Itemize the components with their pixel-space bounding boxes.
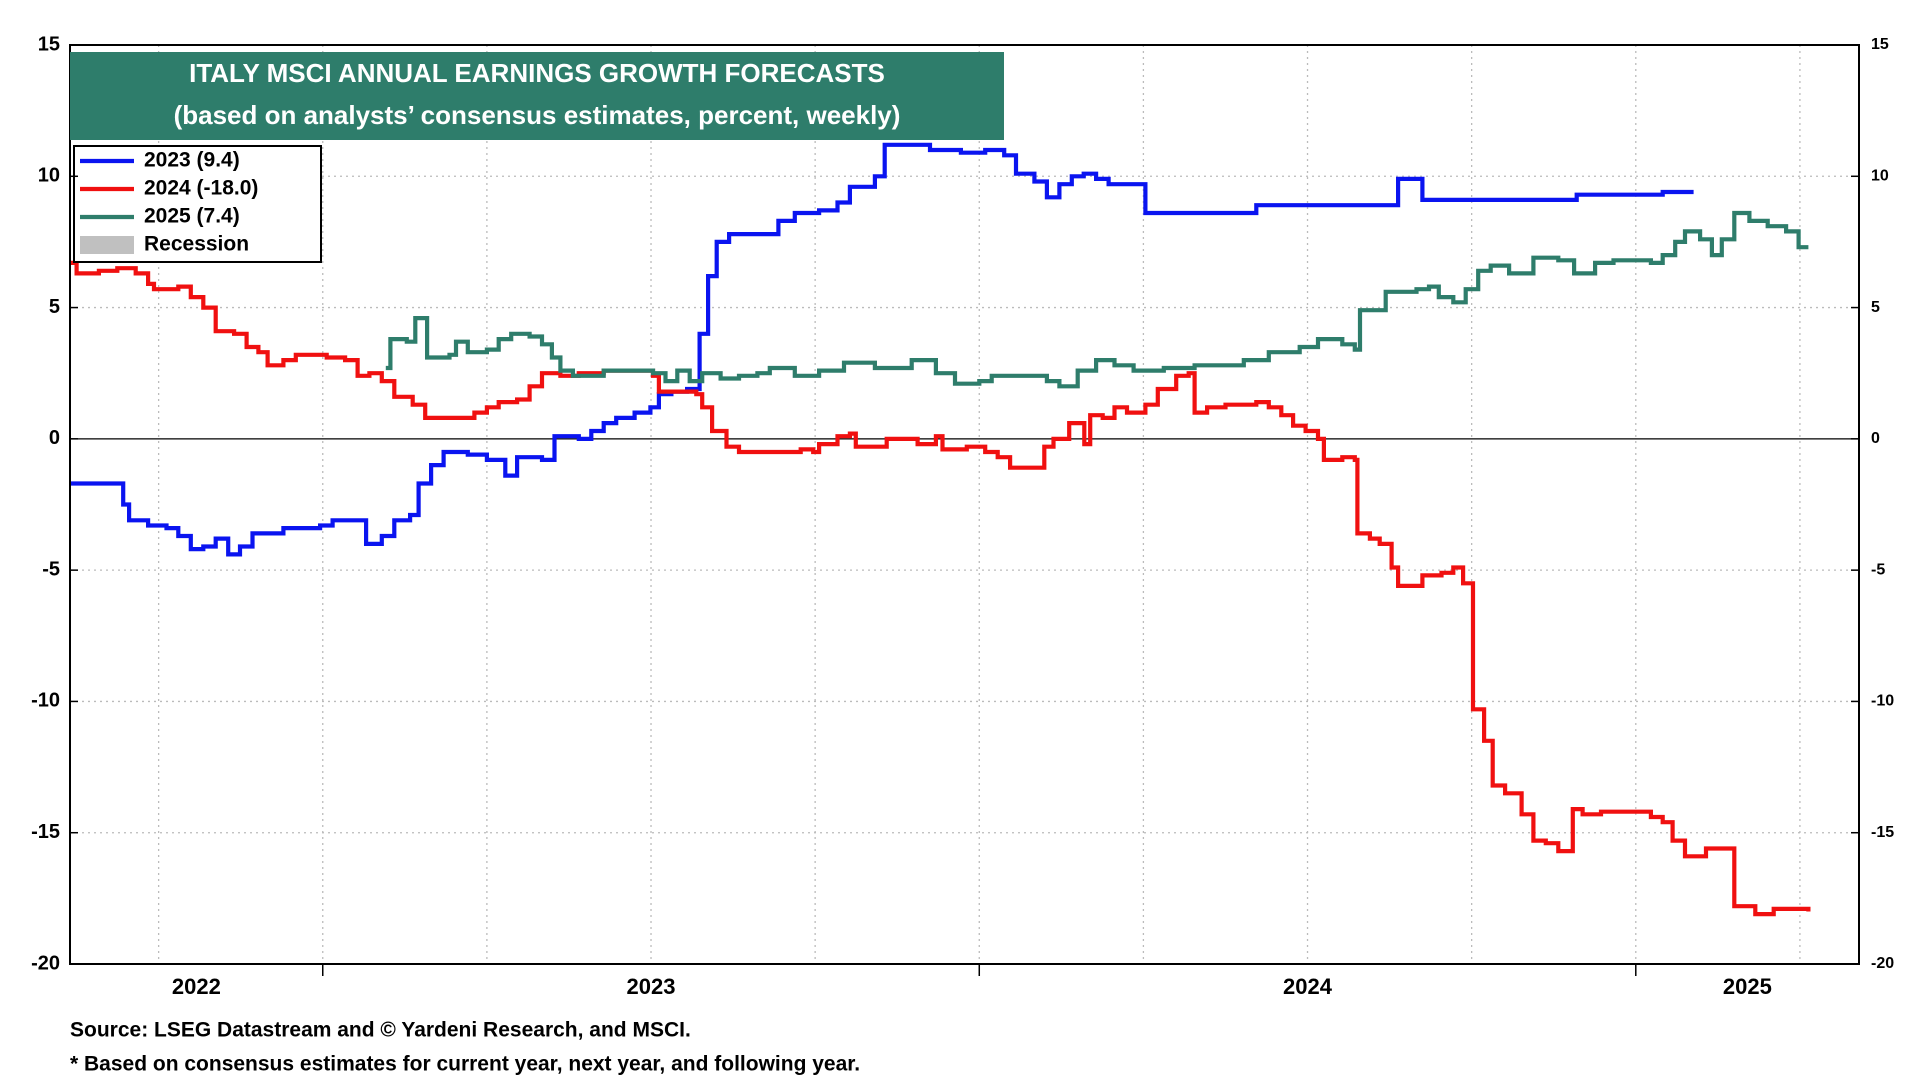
plot-lines: [70, 142, 1811, 917]
series-line: [70, 260, 1811, 917]
plot-frame: [69, 44, 1860, 965]
y2-tick-label: -15: [1871, 824, 1894, 841]
x-tick-label: 2024: [1283, 974, 1333, 999]
y2-tick-label: 10: [1871, 168, 1889, 185]
y2-tick-label: 5: [1871, 299, 1880, 316]
chart-title: ITALY MSCI ANNUAL EARNINGS GROWTH FORECA…: [189, 58, 885, 88]
x-tick-label: 2023: [627, 974, 676, 999]
source-note: Source: LSEG Datastream and © Yardeni Re…: [70, 1019, 691, 1042]
y2-tick-label: 15: [1871, 36, 1889, 53]
legend-label: 2024 (-18.0): [144, 177, 258, 200]
y-tick-label: -5: [42, 558, 60, 580]
y-tick-label: 15: [38, 33, 60, 55]
y-tick-label: 10: [38, 165, 60, 187]
y-tick-label: 5: [49, 296, 60, 318]
legend-label: 2025 (7.4): [144, 205, 240, 228]
y-tick-label: -10: [31, 690, 60, 712]
y-tick-label: 0: [49, 427, 60, 449]
y2-tick-label: -20: [1871, 955, 1894, 972]
series-line: [70, 142, 1694, 557]
x-tick-label: 2025: [1723, 974, 1772, 999]
legend-label: 2023 (9.4): [144, 149, 240, 172]
y2-tick-label: -5: [1871, 561, 1885, 578]
footnote: * Based on consensus estimates for curre…: [70, 1053, 860, 1076]
x-tick-label: 2022: [172, 974, 221, 999]
legend: 2023 (9.4) 2024 (-18.0) 2025 (7.4) Recessio…: [73, 145, 322, 263]
title-box: [70, 52, 1004, 140]
chart-subtitle: (based on analysts’ consensus estimates,…: [174, 100, 901, 130]
legend-label: Recession: [144, 233, 249, 256]
legend-swatch: [80, 236, 134, 254]
y2-tick-label: -10: [1871, 693, 1894, 710]
y-tick-label: -15: [31, 821, 60, 843]
y2-tick-label: 0: [1871, 430, 1880, 447]
y-tick-label: -20: [31, 952, 60, 974]
series-line: [385, 210, 1809, 389]
